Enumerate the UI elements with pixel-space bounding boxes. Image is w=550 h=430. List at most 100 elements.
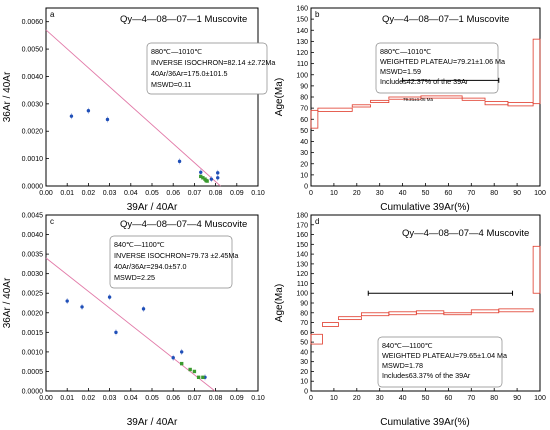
panel-c-ytick-label: 0.0005: [22, 369, 44, 376]
panel-b-xlabel: Cumulative 39Ar(%): [380, 202, 469, 213]
panel-c-xtick-label: 0.05: [145, 395, 159, 402]
panel-a-xtick-label: 0.00: [39, 190, 53, 197]
panel-a-letter: a: [50, 10, 55, 19]
panel-d-ytick-label: 60: [300, 330, 308, 337]
panel-a-marks: [45, 29, 221, 187]
panel-d-ytick-label: 130: [296, 261, 308, 268]
panel-a-inset-box: [146, 42, 268, 95]
panel-d-age-step: [310, 333, 323, 345]
panel-b-xtick-label: 40: [399, 190, 407, 197]
panel-d-age-step: [360, 312, 390, 317]
panel-b-ytick-label: 20: [300, 161, 308, 168]
panel-d-plateau: d Qy—4—08—07—4 Muscovite 0 10 20 30 40 50 60 70…: [274, 213, 546, 429]
panel-a-inset-line-1: 880℃—1010℃: [151, 47, 202, 56]
panel-d-age-step: [532, 245, 541, 294]
panel-d-ytick-label: 40: [300, 349, 308, 356]
panel-c-isochron: c Qy—4—08—07—4 Muscovite 0.00 0.01 0.02 0.0…: [2, 213, 265, 429]
panel-b-ytick-label: 0: [304, 184, 308, 191]
panel-d-inset-line-4: Includes63.37% of the 39Ar: [382, 371, 471, 380]
panel-d-xtick-label: 50: [422, 395, 430, 402]
panel-c-plateau-point: [192, 369, 197, 374]
panel-c-inset-line-2: INVERSE ISOCHRON=79.73 ±2.45Ma: [114, 251, 238, 260]
panel-a-inset-line-3: 40Ar/36Ar=175.0±101.5: [151, 69, 227, 78]
panel-c-ytick-label: 0.0000: [22, 389, 44, 396]
panel-b-xtick-label: 70: [467, 190, 475, 197]
panel-b-xtick-label: 20: [353, 190, 361, 197]
panel-a-xtick-label: 0.03: [103, 190, 117, 197]
panel-d-ytick-label: 120: [296, 271, 308, 278]
panel-d-age-step: [443, 312, 472, 316]
panel-d-marks: [310, 245, 541, 345]
panel-a-data-point: [105, 117, 110, 122]
panel-a-data-point: [199, 170, 203, 175]
panel-b-age-step: [507, 102, 534, 107]
panel-c-plateau-point: [179, 361, 184, 366]
panel-a-plateau-point: [199, 174, 203, 179]
panel-a-xlabel: 39Ar / 40Ar: [127, 202, 178, 213]
panel-c-plateau-point: [188, 367, 192, 372]
panel-a-plateau-point: [205, 179, 209, 183]
panel-a-data-point: [216, 171, 220, 175]
panel-d-xtick-label: 10: [330, 395, 338, 402]
panel-c-ylabel: 36Ar / 40Ar: [2, 277, 13, 328]
panel-c-ytick-label: 0.0020: [22, 310, 44, 317]
panel-b-ytick-label: 90: [300, 83, 308, 90]
panel-d-ytick-label: 150: [296, 242, 308, 249]
panel-b-letter: b: [315, 10, 320, 19]
panel-a-xtick-label: 0.07: [188, 190, 202, 197]
panel-b-ytick-label: 130: [296, 39, 308, 46]
panel-c-xtick-label: 0.04: [124, 395, 138, 402]
panel-d-xtick-label: 40: [399, 395, 407, 402]
panel-b-xtick-label: 90: [513, 190, 521, 197]
panel-d-letter: d: [315, 217, 319, 226]
panel-a-ytick-label: 0.0020: [22, 129, 44, 136]
panel-c-isochron-line: [45, 257, 216, 392]
panel-d-xtick-label: 90: [513, 395, 521, 402]
panel-d-xtick-label: 20: [353, 395, 361, 402]
panel-a-frame: [45, 7, 259, 187]
panel-a-ytick-label: 0.0010: [22, 156, 44, 163]
panel-a-data-point: [216, 176, 220, 180]
panel-b-xtick-label: 0: [309, 190, 313, 197]
panel-d-ytick-label: 50: [300, 340, 308, 347]
panel-d-xlabel: Cumulative 39Ar(%): [380, 417, 469, 428]
panel-a-ylabel: 36Ar / 40Ar: [2, 71, 13, 122]
panel-d-inset-line-3: MSWD=1.78: [382, 361, 423, 370]
panel-d-ytick-label: 160: [296, 232, 308, 239]
panel-b-age-step: [351, 104, 371, 108]
panel-b-ytick-label: 70: [300, 106, 308, 113]
panel-b-plateau-label: 79.21±1.06 Ma: [403, 97, 433, 102]
panel-b-inset-line-1: 880℃—1010℃: [380, 47, 431, 56]
panel-c-data-point: [107, 295, 112, 299]
panel-c-inset-line-3: 40Ar/36Ar=294.0±57.0: [114, 262, 186, 271]
panel-d-xtick-label: 80: [490, 395, 498, 402]
panel-d-inset-line-1: 840℃—1100℃: [382, 341, 433, 350]
panel-b-age-step: [420, 95, 463, 99]
panel-c-xtick-label: 0.00: [39, 395, 53, 402]
panel-a-inset-line-2: INVERSE ISOCHRON=82.14 ±2.72Ma: [151, 58, 275, 67]
panel-c-xtick-label: 0.07: [188, 395, 202, 402]
panel-b-ylabel: Age(Ma): [274, 78, 285, 116]
panel-d-age-step: [470, 309, 500, 314]
panel-c-xtick-label: 0.10: [251, 395, 265, 402]
panel-d-xtick-label: 60: [445, 395, 453, 402]
panel-d-age-step: [338, 316, 362, 321]
panel-c-ticks: 0.00 0.01 0.02 0.03 0.04 0.05 0.06 0.07 0.08 0.09…: [22, 213, 265, 403]
panel-d-ticks: 0 10 20 30 40 50 60 70 80 90 100 0 10 20 30 40 50 60 70 80 9…: [296, 213, 546, 403]
panel-b-xtick-label: 80: [490, 190, 498, 197]
panel-c-xtick-label: 0.09: [230, 395, 244, 402]
panel-d-age-step: [415, 310, 445, 315]
panel-a-xtick-label: 0.09: [230, 190, 244, 197]
panel-a-isochron: a Qy—4—08—07—1 Muscovite 0.00 0.01 0.02 0.0…: [2, 7, 275, 213]
panel-c-data-point: [65, 299, 69, 303]
panel-c-ytick-label: 0.0015: [22, 330, 44, 337]
panel-a-ytick-label: 0.0040: [22, 74, 44, 81]
panel-d-ytick-label: 0: [304, 389, 308, 396]
panel-c-letter: c: [50, 217, 54, 226]
panel-a-xtick-label: 0.06: [166, 190, 180, 197]
panel-b-age-step: [317, 107, 353, 112]
panel-d-age-step: [498, 308, 534, 313]
panel-b-ytick-label: 50: [300, 128, 308, 135]
panel-d-ytick-label: 70: [300, 320, 308, 327]
